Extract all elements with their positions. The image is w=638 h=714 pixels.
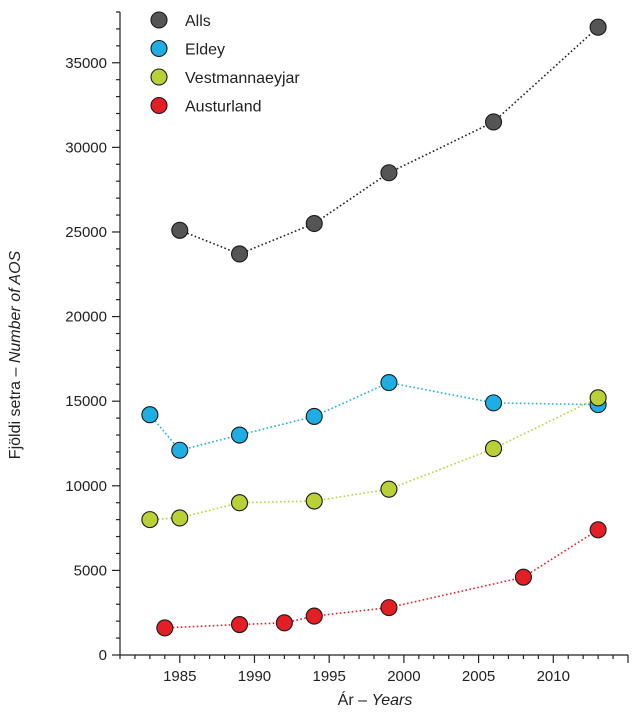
series-line: [149, 381, 599, 452]
legend-item: Vestmannaeyjar: [150, 68, 300, 87]
y-tick-label: 35000: [65, 55, 107, 72]
legend-marker: [150, 39, 168, 58]
y-tick-label: 10000: [65, 478, 107, 495]
series-line: [179, 26, 599, 255]
x-tick-label: 1995: [312, 668, 345, 685]
data-point: [230, 426, 249, 444]
data-point: [484, 394, 503, 412]
legend-item: Eldey: [150, 39, 225, 59]
chart-series: [141, 18, 607, 637]
y-tick-label: 25000: [65, 224, 107, 241]
data-point: [141, 511, 159, 529]
data-point: [305, 407, 323, 425]
series-alls: [171, 18, 607, 263]
y-tick-label: 30000: [65, 139, 107, 156]
data-point: [156, 619, 174, 637]
y-tick-label: 20000: [65, 309, 107, 326]
data-point: [484, 440, 503, 458]
y-tick-label: 15000: [65, 393, 107, 410]
legend-item: Austurland: [150, 96, 262, 116]
series-eldey: [141, 374, 607, 459]
y-axis-title-plain: Fjöldi setra –: [7, 363, 24, 459]
data-point: [380, 599, 398, 617]
x-tick-label: 2005: [462, 668, 495, 685]
data-point: [275, 614, 293, 632]
legend-label: Austurland: [185, 99, 262, 116]
data-point: [514, 568, 532, 586]
y-axis-title-italic: Number of AOS: [7, 250, 24, 363]
data-point: [589, 389, 607, 407]
data-point: [589, 18, 607, 36]
series-line: [149, 397, 599, 521]
data-point: [305, 607, 323, 625]
data-point: [305, 214, 323, 233]
chart-legend: Alls Eldey Vestmannaeyjar Austurland: [150, 11, 300, 116]
x-tick-label: 1985: [163, 668, 196, 685]
data-point: [141, 406, 159, 424]
data-point: [380, 164, 398, 182]
chart-axes: 0 5000 10000 15000 20000 25000 30000 35000 1985 1…: [65, 11, 629, 685]
legend-label: Eldey: [185, 42, 225, 59]
data-point: [484, 113, 503, 131]
series-vestmannaeyjar: [141, 389, 607, 529]
data-point: [230, 615, 249, 634]
data-point: [589, 521, 607, 539]
y-tick-label: 0: [99, 647, 107, 664]
legend-marker: [150, 68, 168, 86]
data-point: [230, 494, 249, 512]
y-axis-title: Fjöldi setra – Number of AOS: [7, 250, 24, 459]
legend-marker: [150, 11, 168, 29]
legend-label: Alls: [185, 13, 211, 30]
x-axis-title-plain: Ár –: [338, 690, 372, 709]
x-axis-title-italic: Years: [371, 692, 412, 709]
data-point: [380, 374, 398, 392]
legend-marker: [150, 96, 168, 115]
legend-item: Alls: [150, 11, 211, 30]
x-tick-label: 2010: [537, 668, 570, 685]
y-tick-label: 5000: [74, 562, 107, 579]
data-point: [305, 492, 323, 510]
series-austurland: [156, 521, 607, 637]
data-point: [171, 509, 189, 527]
x-axis-title: Ár – Years: [338, 690, 413, 709]
data-point: [171, 441, 189, 459]
data-point: [171, 221, 189, 239]
series-line: [164, 529, 599, 629]
x-tick-label: 1990: [238, 668, 271, 685]
data-point: [380, 480, 398, 498]
x-tick-label: 2000: [387, 668, 420, 685]
legend-label: Vestmannaeyjar: [185, 70, 300, 87]
data-point: [230, 245, 249, 263]
